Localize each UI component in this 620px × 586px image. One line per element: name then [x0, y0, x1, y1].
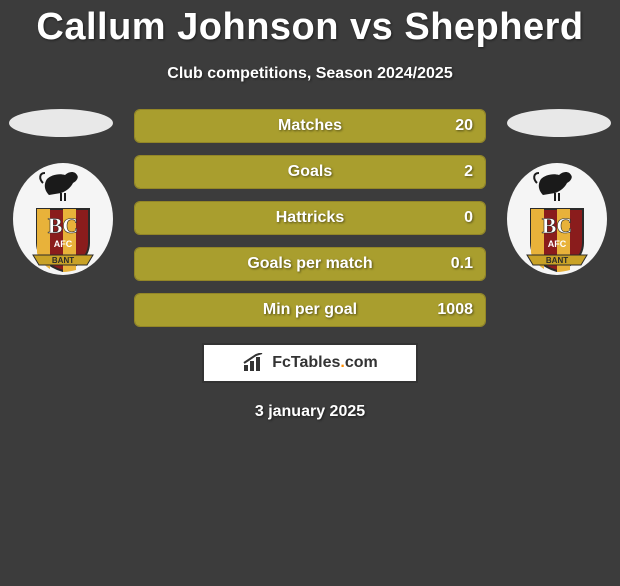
club-badge-svg: BC AFC BANT	[507, 167, 607, 279]
main-columns: BC AFC BANT Matches 20 Goals 2 Hattricks…	[0, 109, 620, 327]
right-club-badge: BC AFC BANT	[507, 163, 607, 275]
bar-min-per-goal: Min per goal 1008	[134, 293, 486, 327]
page-title: Callum Johnson vs Shepherd	[0, 6, 620, 49]
bar-label: Matches	[278, 117, 342, 135]
bar-value: 0.1	[451, 255, 473, 273]
club-badge-svg: BC AFC BANT	[13, 167, 113, 279]
svg-text:BC: BC	[48, 213, 79, 238]
svg-text:AFC: AFC	[548, 239, 567, 249]
bar-matches: Matches 20	[134, 109, 486, 143]
bar-label: Min per goal	[263, 301, 357, 319]
subtitle: Club competitions, Season 2024/2025	[0, 65, 620, 83]
bar-value: 1008	[437, 301, 473, 319]
bar-value: 20	[455, 117, 473, 135]
left-ellipse	[9, 109, 113, 137]
svg-text:BANT: BANT	[52, 256, 74, 265]
bar-value: 2	[464, 163, 473, 181]
left-side: BC AFC BANT	[8, 109, 118, 275]
bar-goals-per-match: Goals per match 0.1	[134, 247, 486, 281]
stat-bars: Matches 20 Goals 2 Hattricks 0 Goals per…	[118, 109, 502, 327]
date-text: 3 january 2025	[0, 403, 620, 421]
brand-chart-icon	[242, 353, 268, 373]
bar-label: Goals per match	[247, 255, 372, 273]
svg-text:BANT: BANT	[546, 256, 568, 265]
svg-text:AFC: AFC	[54, 239, 73, 249]
left-club-badge: BC AFC BANT	[13, 163, 113, 275]
svg-text:BC: BC	[542, 213, 573, 238]
bar-goals: Goals 2	[134, 155, 486, 189]
brand-text: FcTables.com	[272, 354, 378, 372]
bar-label: Hattricks	[276, 209, 344, 227]
bar-value: 0	[464, 209, 473, 227]
brand-box[interactable]: FcTables.com	[202, 343, 418, 383]
bar-hattricks: Hattricks 0	[134, 201, 486, 235]
bar-label: Goals	[288, 163, 332, 181]
right-ellipse	[507, 109, 611, 137]
right-side: BC AFC BANT	[502, 109, 612, 275]
